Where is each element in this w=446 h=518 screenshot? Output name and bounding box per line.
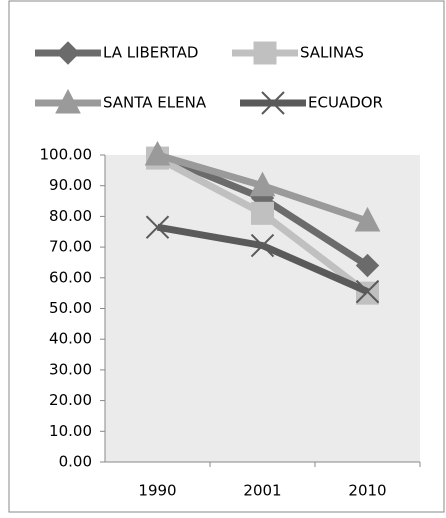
- marker: [355, 279, 380, 304]
- marker: [354, 206, 381, 232]
- marker: [355, 253, 380, 278]
- legend-marker: [261, 91, 285, 115]
- x-tick-label: 1990: [138, 482, 176, 500]
- legend-marker: [56, 41, 80, 65]
- x-tick-label: 2001: [243, 482, 281, 500]
- y-tick-label: 100.00: [40, 146, 93, 164]
- y-tick-label: 10.00: [49, 422, 92, 440]
- y-tick-label: 60.00: [49, 268, 92, 286]
- legend-marker: [55, 88, 81, 114]
- marker: [144, 140, 171, 166]
- legend-label: LA LIBERTAD: [103, 44, 198, 62]
- marker: [250, 233, 275, 258]
- legend-label: ECUADOR: [308, 94, 383, 112]
- y-tick-label: 0.00: [59, 453, 92, 471]
- y-tick-label: 50.00: [49, 299, 92, 317]
- y-tick-label: 30.00: [49, 360, 92, 378]
- marker: [249, 171, 276, 197]
- legend-marker: [253, 41, 277, 65]
- y-tick-label: 70.00: [49, 238, 92, 256]
- x-tick-label: 2010: [348, 482, 386, 500]
- y-tick-label: 80.00: [49, 207, 92, 225]
- y-tick-label: 90.00: [49, 176, 92, 194]
- marker: [251, 201, 274, 225]
- marker: [145, 215, 170, 239]
- legend-label: SANTA ELENA: [103, 94, 207, 112]
- y-tick-label: 20.00: [49, 391, 92, 409]
- y-tick-label: 40.00: [49, 330, 92, 348]
- legend-label: SALINAS: [300, 44, 364, 62]
